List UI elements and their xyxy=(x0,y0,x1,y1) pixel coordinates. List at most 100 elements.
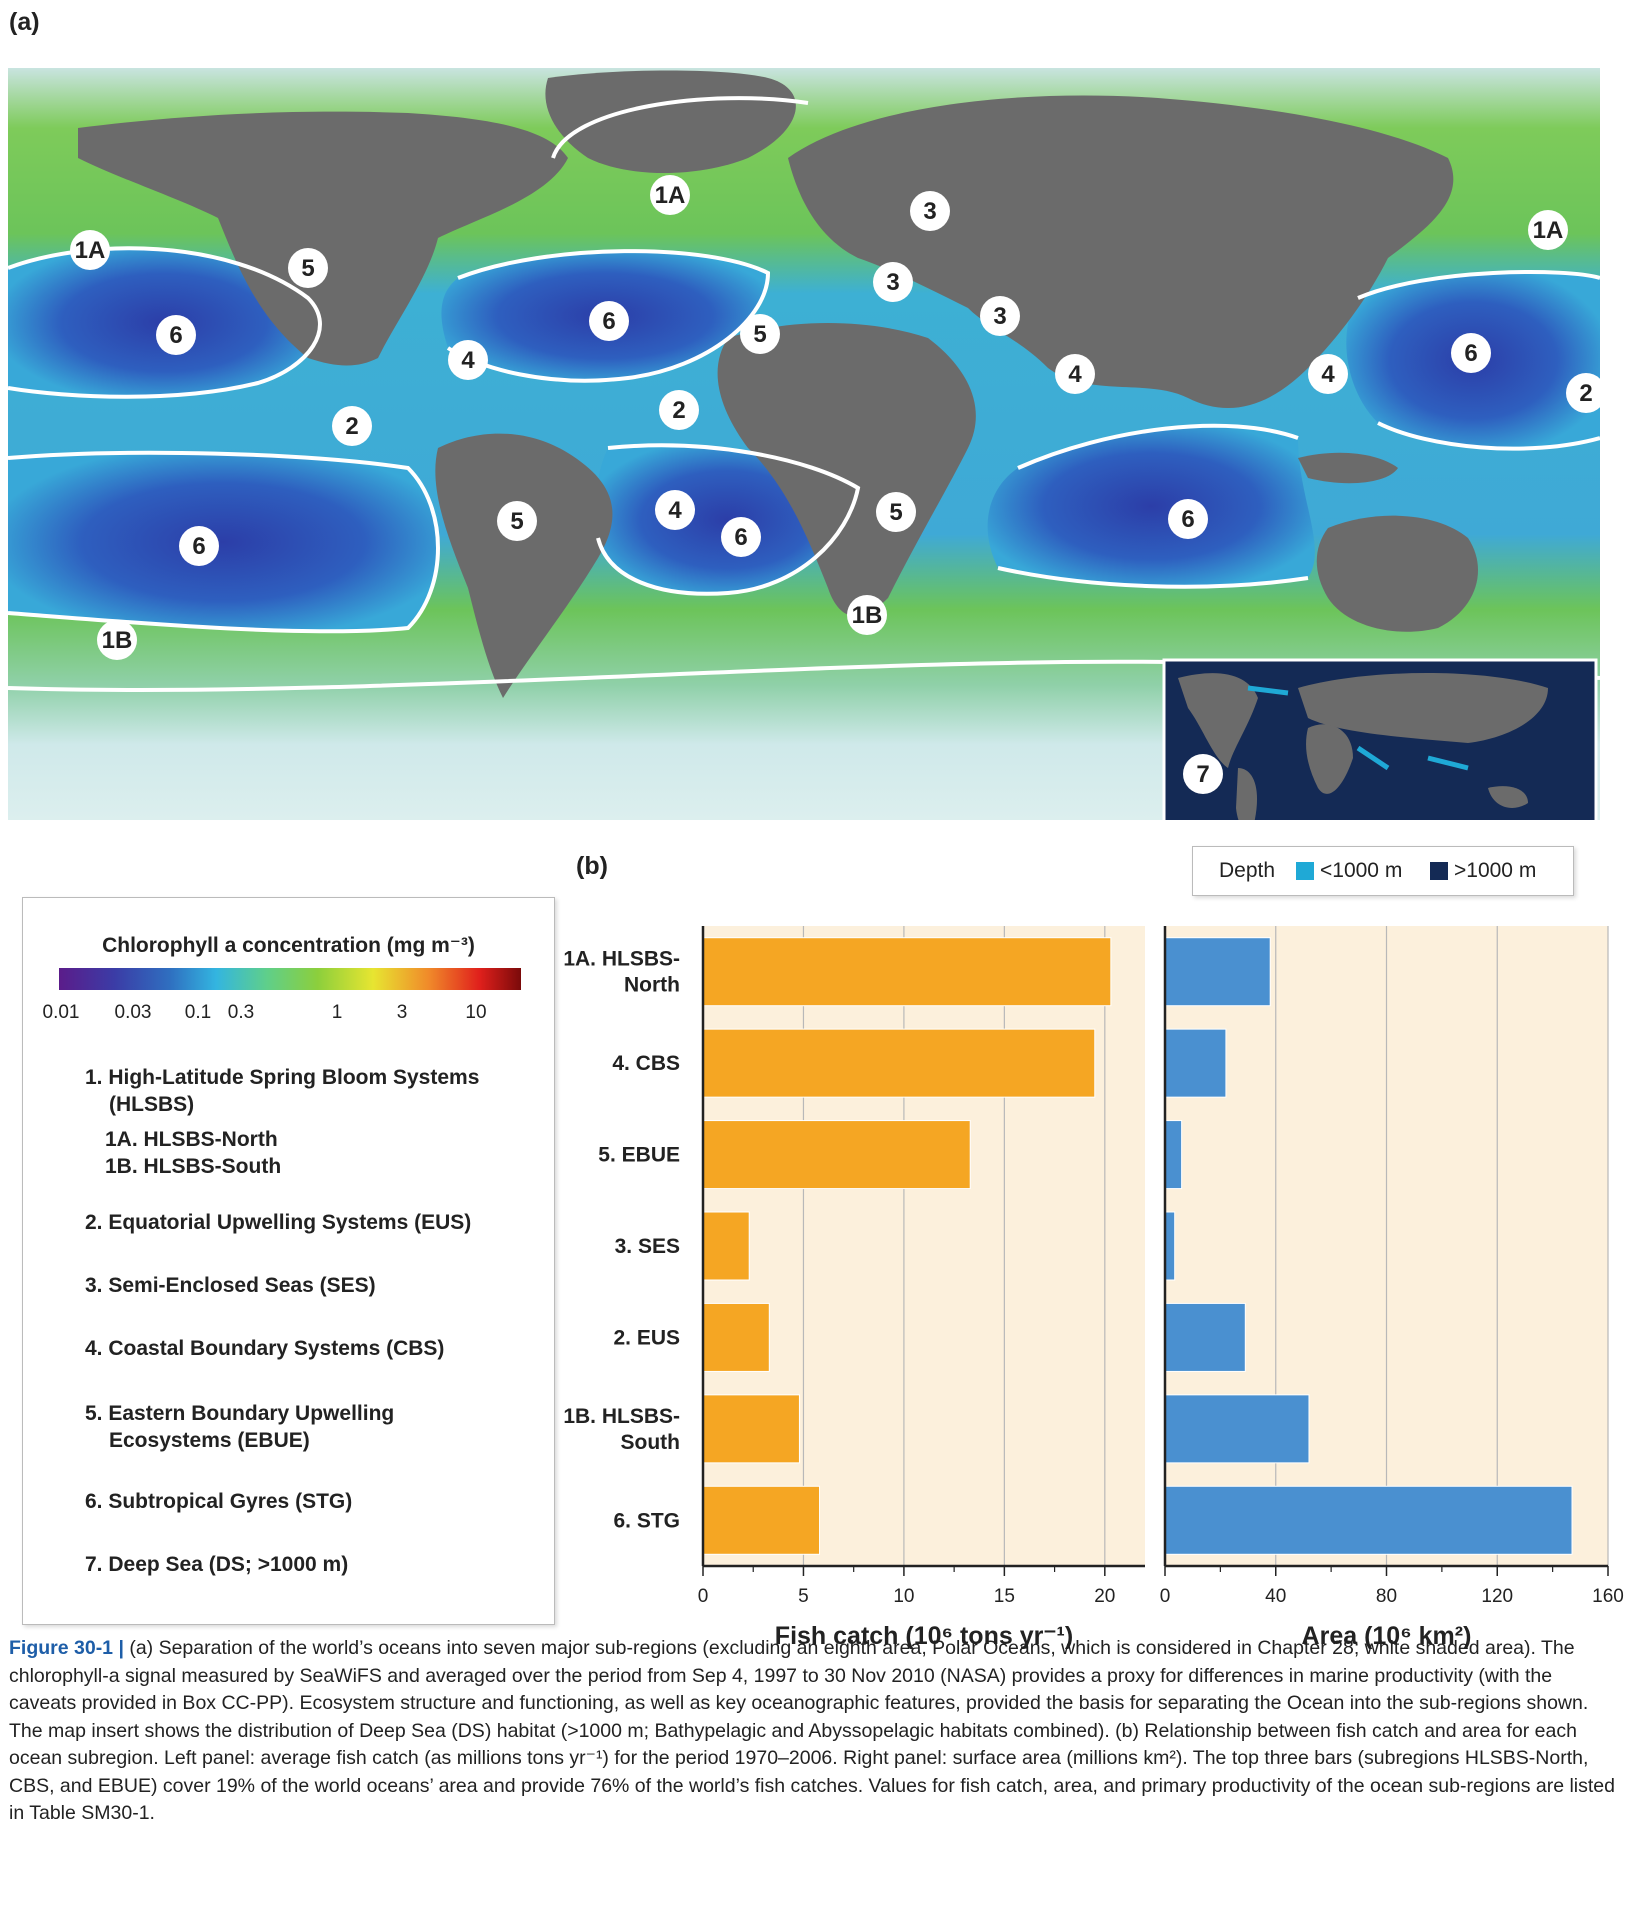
legend-category-line: 7. Deep Sea (DS; >1000 m) xyxy=(85,1553,348,1576)
fish-catch-bar xyxy=(703,1212,749,1280)
panel-a-label: (a) xyxy=(9,8,40,37)
region-label: 3 xyxy=(873,262,913,302)
colorbar-tick: 0.03 xyxy=(115,1002,152,1024)
fish-catch-tick-label: 20 xyxy=(1094,1586,1115,1607)
region-label-text: 4 xyxy=(668,497,682,524)
area-bar xyxy=(1165,1121,1182,1189)
region-label: 6 xyxy=(179,526,219,566)
legend-category: 2. Equatorial Upwelling Systems (EUS) xyxy=(85,1209,471,1236)
region-label: 6 xyxy=(156,315,196,355)
area-tick-label: 0 xyxy=(1160,1586,1171,1607)
legend-category-line: 1A. HLSBS-North xyxy=(85,1126,281,1153)
legend-category-line: 2. Equatorial Upwelling Systems (EUS) xyxy=(85,1211,471,1234)
area-tick-label: 40 xyxy=(1265,1586,1286,1607)
category-label: 3. SES xyxy=(615,1235,680,1258)
colorbar xyxy=(59,968,521,990)
ocean-subregion-map: 1A 1A 1A 5 6 4 2 6 5 4 2 3 3 3 4 6 2 4 6… xyxy=(8,68,1600,820)
legend-category-line: Ecosystems (EBUE) xyxy=(85,1427,394,1454)
region-label: 3 xyxy=(910,191,950,231)
colorbar-tick: 0.1 xyxy=(185,1002,211,1024)
region-label-text: 6 xyxy=(192,533,205,560)
region-label: 5 xyxy=(288,248,328,288)
region-label-text: 2 xyxy=(672,397,685,424)
figure-label: Figure 30-1 | xyxy=(9,1637,124,1659)
region-label: 3 xyxy=(980,296,1020,336)
region-label-text: 3 xyxy=(923,198,936,225)
region-label: 4 xyxy=(1055,354,1095,394)
area-bar xyxy=(1165,1303,1245,1371)
legend-category: 1A. HLSBS-North 1B. HLSBS-South xyxy=(85,1126,281,1180)
deep-legend-label: >1000 m xyxy=(1454,859,1536,883)
region-label-text: 5 xyxy=(301,255,314,282)
chlorophyll-legend: Chlorophyll a concentration (mg m⁻³) 0.0… xyxy=(22,897,555,1625)
region-label-text: 1A xyxy=(1533,217,1564,244)
region-label-text: 1A xyxy=(655,182,686,209)
region-label-text: 1A xyxy=(75,237,106,264)
area-tick-label: 80 xyxy=(1376,1586,1397,1607)
legend-category-line: 3. Semi-Enclosed Seas (SES) xyxy=(85,1274,376,1297)
inset-region-label: 7 xyxy=(1196,761,1209,788)
fish-catch-tick-label: 15 xyxy=(994,1586,1015,1607)
legend-category-line: 6. Subtropical Gyres (STG) xyxy=(85,1490,352,1513)
fish-catch-bar xyxy=(703,1121,970,1189)
category-label: South xyxy=(621,1431,680,1454)
region-label: 6 xyxy=(589,301,629,341)
fish-catch-plot-background xyxy=(703,926,1145,1566)
fish-catch-tick-label: 0 xyxy=(698,1586,709,1607)
category-label: 4. CBS xyxy=(612,1052,680,1075)
category-label: 2. EUS xyxy=(613,1326,680,1349)
region-label-text: 6 xyxy=(602,308,615,335)
category-label: North xyxy=(624,974,680,997)
legend-category-line: 1. High-Latitude Spring Bloom Systems xyxy=(85,1066,479,1089)
area-bar xyxy=(1165,1486,1572,1554)
area-bar xyxy=(1165,1029,1226,1097)
legend-category-line: (HLSBS) xyxy=(85,1091,479,1118)
fish-catch-bar xyxy=(703,1486,820,1554)
region-label: 5 xyxy=(876,492,916,532)
region-label-text: 5 xyxy=(889,499,902,526)
category-label: 6. STG xyxy=(613,1509,680,1532)
colorbar-tick: 0.01 xyxy=(43,1002,80,1024)
area-bar xyxy=(1165,1212,1175,1280)
legend-category-line: 4. Coastal Boundary Systems (CBS) xyxy=(85,1337,444,1360)
region-label: 2 xyxy=(659,390,699,430)
legend-category-line: 5. Eastern Boundary Upwelling xyxy=(85,1402,394,1425)
fish-catch-area-chart: 0 5 10 15 20 Fish catch (10⁶ tons yr⁻¹) 0 40 80 1… xyxy=(560,910,1626,1650)
deep-sea-inset: 7 xyxy=(1164,660,1596,820)
colorbar-tick: 3 xyxy=(397,1002,408,1024)
fish-catch-bar xyxy=(703,938,1111,1006)
category-label: 5. EBUE xyxy=(598,1144,680,1167)
fish-catch-bar xyxy=(703,1395,799,1463)
panel-b-label: (b) xyxy=(576,852,608,881)
region-label-text: 6 xyxy=(734,524,747,551)
category-label: 1A. HLSBS- xyxy=(563,948,680,971)
colorbar-tick: 1 xyxy=(332,1002,343,1024)
region-label-text: 3 xyxy=(886,269,899,296)
fish-catch-tick-label: 5 xyxy=(798,1586,809,1607)
region-label: 5 xyxy=(740,314,780,354)
colorbar-tick: 10 xyxy=(465,1002,486,1024)
depth-legend: Depth <1000 m >1000 m xyxy=(1192,846,1574,896)
region-label: 6 xyxy=(1168,499,1208,539)
colorbar-title: Chlorophyll a concentration (mg m⁻³) xyxy=(23,933,554,958)
legend-category: 3. Semi-Enclosed Seas (SES) xyxy=(85,1272,376,1299)
region-label: 1B xyxy=(97,620,137,660)
region-label: 1A xyxy=(650,175,690,215)
region-label: 1A xyxy=(70,230,110,270)
region-label-text: 1B xyxy=(852,602,883,629)
region-label-text: 6 xyxy=(1181,506,1194,533)
legend-category: 7. Deep Sea (DS; >1000 m) xyxy=(85,1551,348,1578)
region-label: 1A xyxy=(1528,210,1568,250)
depth-label: Depth xyxy=(1219,859,1275,883)
region-label: 6 xyxy=(721,517,761,557)
legend-category: 1. High-Latitude Spring Bloom Systems (H… xyxy=(85,1064,479,1118)
figure-caption: Figure 30-1 | (a) Separation of the worl… xyxy=(9,1635,1617,1828)
region-label-text: 2 xyxy=(345,413,358,440)
region-label-text: 2 xyxy=(1579,380,1592,407)
region-label-text: 6 xyxy=(1464,340,1477,367)
shallow-swatch xyxy=(1296,862,1314,880)
caption-text: (a) Separation of the world’s oceans int… xyxy=(9,1637,1615,1824)
legend-category-line: 1B. HLSBS-South xyxy=(85,1153,281,1180)
region-label-text: 4 xyxy=(461,347,475,374)
fish-catch-bar xyxy=(703,1303,769,1371)
